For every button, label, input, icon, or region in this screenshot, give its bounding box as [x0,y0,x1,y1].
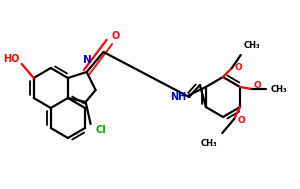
Text: N: N [83,55,92,65]
Text: O: O [237,115,245,125]
Text: Cl: Cl [96,125,106,135]
Text: HO: HO [4,54,20,64]
Text: NH: NH [170,92,186,102]
Text: CH₃: CH₃ [201,139,218,148]
Text: O: O [235,63,243,71]
Text: CH₃: CH₃ [271,84,287,94]
Text: O: O [111,31,120,41]
Text: O: O [254,81,262,91]
Text: CH₃: CH₃ [244,41,260,50]
